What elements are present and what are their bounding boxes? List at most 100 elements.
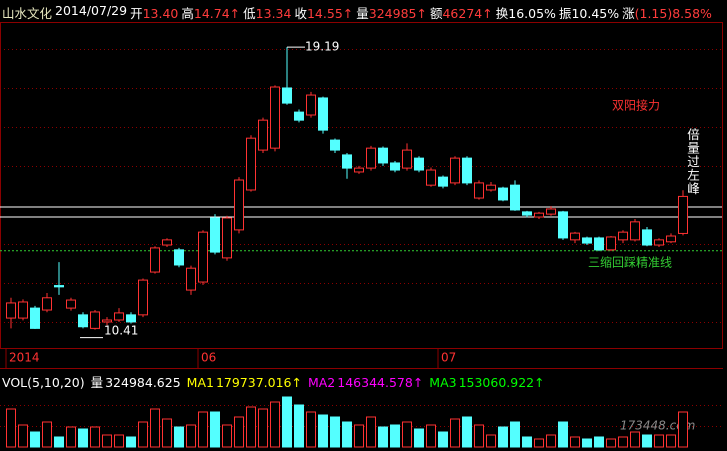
- date-label: 06: [201, 351, 216, 365]
- ma1-value: 179737.016↑: [215, 375, 302, 390]
- volume-bar: [666, 434, 676, 448]
- candle-body: [474, 182, 484, 199]
- candle-body: [486, 184, 496, 191]
- candle-body: [354, 167, 364, 173]
- item-value: 46274↑: [442, 6, 493, 21]
- volume-bar: [90, 426, 100, 448]
- volume-bar: [546, 434, 556, 448]
- candle-body: [90, 311, 100, 329]
- volume-bar: [486, 434, 496, 448]
- ma2-label: MA2: [307, 375, 336, 390]
- item-label: 额: [429, 6, 443, 21]
- candle-body: [498, 187, 508, 201]
- volume-bar: [462, 416, 472, 448]
- candle-body: [42, 297, 52, 311]
- volume-bar: [366, 416, 376, 448]
- item-label: 低: [243, 6, 256, 21]
- item-value: (1.15)8.58%: [634, 6, 712, 21]
- watermark: 173448.com: [620, 419, 695, 433]
- volume-bar: [246, 406, 256, 448]
- candle-body: [594, 237, 604, 251]
- volume-bar: [618, 436, 628, 448]
- volume-bar: [258, 408, 268, 448]
- item-label: 量: [356, 6, 369, 21]
- volume-bar: [630, 431, 640, 448]
- candle-body: [150, 247, 160, 273]
- volume-bar: [6, 408, 16, 448]
- volume-bar: [450, 418, 460, 448]
- candle-body: [618, 231, 628, 241]
- candle-body: [198, 231, 208, 283]
- candle-body: [462, 157, 472, 184]
- pullback-note: 三缩回踩精准线: [588, 255, 672, 270]
- candle-body: [6, 302, 16, 319]
- quote-item: 低13.34: [243, 6, 291, 21]
- candle-body: [162, 239, 172, 246]
- quote-item: 涨(1.15)8.58%: [622, 6, 712, 21]
- grid-decor: [0, 49, 722, 427]
- volume-bar: [606, 438, 616, 448]
- volume-bar: [570, 436, 580, 448]
- candle-body: [522, 211, 532, 216]
- candle-body: [222, 217, 232, 259]
- volume-bar: [282, 396, 292, 448]
- candle-body: [234, 179, 244, 231]
- volume-bar: [474, 424, 484, 448]
- volume-bar: [318, 414, 328, 448]
- stock-header: 山水文化 2014/07/29 开13.40 高14.74↑ 低13.34 收14.5…: [2, 3, 718, 22]
- volume-bar: [654, 434, 664, 448]
- candle-body: [534, 212, 544, 218]
- candle-body: [582, 237, 592, 244]
- date: 2014/07/29: [55, 3, 128, 18]
- quote-item: 振10.45%: [559, 6, 619, 21]
- item-label: 振: [558, 6, 572, 21]
- volume-bar: [558, 421, 568, 448]
- quote-item: 额46274↑: [430, 6, 493, 21]
- high-label: 19.19: [305, 40, 339, 54]
- candle-body: [126, 314, 136, 323]
- volume-bar: [18, 424, 28, 448]
- stock-name: 山水文化: [2, 6, 53, 21]
- candle-body: [378, 147, 388, 164]
- candle-body: [138, 279, 148, 316]
- candle-body: [210, 217, 220, 253]
- volume-bar: [30, 431, 40, 448]
- date-label: 2014: [9, 351, 40, 365]
- volume-bar: [294, 404, 304, 448]
- volume-bar: [642, 434, 652, 448]
- volume-bar: [402, 421, 412, 448]
- ma3-value: 153060.922↑: [458, 375, 545, 390]
- volume-bar: [42, 421, 52, 448]
- volume-header: VOL(5,10,20) 量 324984.625 MA1 179737.016↑ …: [2, 372, 547, 391]
- candle-body: [642, 229, 652, 246]
- candle-body: [18, 301, 28, 319]
- volume-bar: [306, 411, 316, 448]
- volume-bar: [114, 434, 124, 448]
- candle-body: [66, 299, 76, 309]
- volume-bar: [198, 411, 208, 448]
- candle-body: [426, 169, 436, 186]
- volume-bar: [186, 424, 196, 448]
- ma1-label: MA1: [186, 375, 214, 390]
- candle-body: [510, 184, 520, 211]
- item-label: 高: [181, 6, 194, 21]
- volume-bar: [534, 438, 544, 448]
- candle-body: [318, 97, 328, 131]
- vol-title: VOL(5,10,20): [2, 375, 85, 390]
- item-value: 13.40: [142, 6, 179, 21]
- volume-bar: [126, 436, 136, 448]
- candle-body: [438, 176, 448, 187]
- item-value: 14.55↑: [306, 6, 354, 21]
- volume-bar: [354, 424, 364, 448]
- candle-body: [114, 312, 124, 321]
- candle-body: [294, 111, 304, 121]
- quote-item: 高14.74↑: [181, 6, 240, 21]
- quote-item: 量324985↑: [356, 6, 427, 21]
- candle-body: [186, 267, 196, 291]
- candle-body: [30, 307, 40, 329]
- candle-body: [330, 139, 340, 151]
- volume-bar: [414, 428, 424, 448]
- candle-body: [390, 162, 400, 171]
